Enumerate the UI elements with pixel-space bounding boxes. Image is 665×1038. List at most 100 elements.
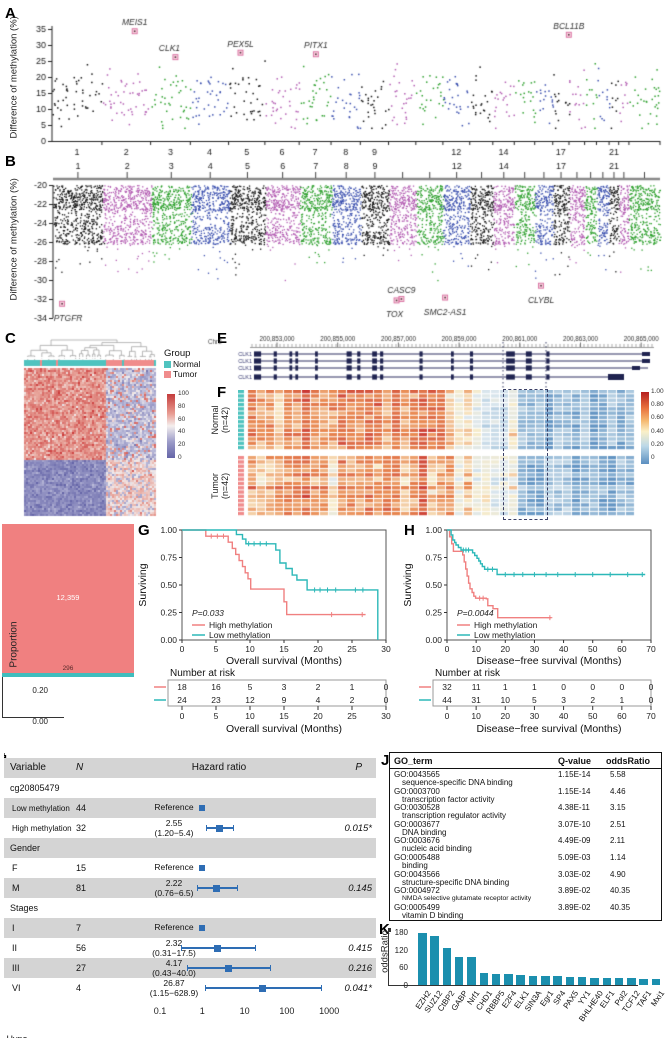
go-qvalue: 4.49E-09 xyxy=(558,836,591,846)
risk-count: 0 xyxy=(590,682,595,692)
go-oddsratio: 2.11 xyxy=(610,836,625,846)
panel-c-legend-item-tumor: Tumor xyxy=(164,369,210,379)
go-header-term: GO_term xyxy=(394,756,433,766)
forest-group-row: Gender xyxy=(4,838,376,858)
forest-header-hazard-ratio: Hazard ratio xyxy=(191,762,247,773)
risk-axis-tick-label: 50 xyxy=(588,711,598,721)
risk-axis-tick-label: 10 xyxy=(245,711,255,721)
risk-axis-tick-label: 0 xyxy=(445,711,450,721)
go-term-id: GO:0005499 xyxy=(394,902,440,912)
go-oddsratio: 3.15 xyxy=(610,803,626,813)
go-table-row: GO:0003677 3.07E-10 2.51 DNA binding xyxy=(390,819,661,837)
forest-row-n: 81 xyxy=(76,883,87,893)
risk-axis-tick-label: 60 xyxy=(617,711,627,721)
bar-ELK1 xyxy=(516,974,525,985)
bar-E2F4 xyxy=(504,974,513,985)
panel-h-label: H xyxy=(404,522,415,539)
panel-k-y-tick-label: 180 xyxy=(394,928,408,937)
risk-count: 1 xyxy=(532,682,537,692)
panel-f-colorbar-tick: 0.40 xyxy=(651,427,664,435)
forest-estimate-marker xyxy=(259,984,267,992)
bar-Nrf1 xyxy=(467,957,476,985)
forest-row-n: 15 xyxy=(76,863,87,873)
bar-Mxi1 xyxy=(651,978,661,985)
go-table-row: GO:0005499 3.89E-02 40.35 vitamin D binding xyxy=(390,902,661,920)
panel-f-colorbar-tick: 0.80 xyxy=(651,401,664,409)
km-legend-label: Low methylation xyxy=(209,630,271,640)
risk-axis-tick-label: 70 xyxy=(646,711,656,721)
panel-c-colorbar-tick: 80 xyxy=(178,402,186,410)
go-oddsratio: 5.58 xyxy=(610,770,626,779)
bar-RBBP5 xyxy=(491,973,501,985)
km-y-tick-label: 1.00 xyxy=(425,525,442,535)
go-table-header: GO_term Q-value oddsRatio xyxy=(390,753,661,769)
forest-row-label: VI xyxy=(12,983,21,993)
km-curve-low xyxy=(447,529,646,576)
go-qvalue: 5.09E-03 xyxy=(558,852,591,862)
panel-d-category-label: Hypo xyxy=(2,1034,32,1038)
km-legend-label: High methylation xyxy=(209,620,273,630)
panel-f-colorbar-tick: 0.20 xyxy=(651,440,664,448)
forest-group-row: cg20805479 xyxy=(4,778,376,798)
forest-row-p: 0.415 xyxy=(348,943,372,954)
km-y-tick-label: 0.00 xyxy=(160,635,177,645)
forest-estimate-marker xyxy=(199,925,206,931)
go-oddsratio: 40.35 xyxy=(610,902,631,912)
panel-f-normal-row-label: Normal (n=42) xyxy=(210,405,230,435)
forest-ci-cap xyxy=(197,885,199,891)
km-y-tick-label: 1.00 xyxy=(160,525,177,535)
panel-d-stacked-bar: Non-promoterPromoterP<2.2×10−161.000.800… xyxy=(2,524,134,1038)
risk-count: 1 xyxy=(619,695,624,705)
risk-axis-tick-label: 25 xyxy=(347,711,357,721)
go-table-row: GO:0030528 4.38E-11 3.15 transcription regu… xyxy=(390,802,661,820)
forest-ci-cap xyxy=(254,945,257,951)
bar-ELF1 xyxy=(602,977,612,985)
km-curve-low xyxy=(182,529,379,640)
go-qvalue: 3.89E-02 xyxy=(558,902,591,912)
km-y-tick-label: 0.75 xyxy=(425,553,442,563)
forest-row-label: High methylation xyxy=(12,824,72,833)
risk-axis-tick-label: 10 xyxy=(471,711,481,721)
forest-ci-cap xyxy=(233,825,235,831)
forest-axis-tick-label: 1 xyxy=(199,1006,205,1016)
km-curve-high xyxy=(447,529,552,619)
panel-f-highlight-box xyxy=(503,389,548,520)
risk-count: 0 xyxy=(649,682,654,692)
forest-ci-cap xyxy=(180,945,182,951)
panel-a-scatter-canvas xyxy=(28,12,662,162)
risk-axis-tick-label: 20 xyxy=(501,711,511,721)
risk-count: 0 xyxy=(649,695,654,705)
forest-row-hr-text: 26.87 (1.15−628.9) xyxy=(149,978,199,998)
forest-data-row: III 27 4.17 (0.43−40.0) 0.216 xyxy=(4,958,376,978)
stacked-bar-hypo: 12,359 296 xyxy=(2,524,134,1034)
risk-count: 5 xyxy=(248,682,253,692)
risk-axis-tick-label: 40 xyxy=(559,711,569,721)
forest-row-label: II xyxy=(12,943,18,953)
promoter-count: 296 xyxy=(62,665,74,672)
forest-row-hr-text: Reference xyxy=(154,922,194,932)
go-term-id: GO:0004972 xyxy=(394,886,440,896)
bar-SP4 xyxy=(553,976,562,985)
forest-row-label: Gender xyxy=(10,843,41,853)
risk-count: 4 xyxy=(316,695,321,705)
forest-ci-cap xyxy=(236,885,238,891)
panel-c-label: C xyxy=(5,330,16,347)
km-y-tick-label: 0.25 xyxy=(160,608,177,618)
risk-count: 0 xyxy=(384,695,389,705)
risk-axis-tick-label: 30 xyxy=(530,711,540,721)
forest-header-variable: Variable xyxy=(10,762,46,773)
normal-label: Normal xyxy=(173,359,201,369)
go-term-id: GO:0003700 xyxy=(394,786,440,796)
bar-Pol2 xyxy=(614,977,624,985)
panel-f-heatmap-canvas xyxy=(238,390,638,518)
forest-ci-cap xyxy=(270,965,272,971)
forest-row-label: Low methylation xyxy=(12,804,70,813)
panel-k-y-tickmark xyxy=(388,928,391,929)
go-term-id: GO:0003676 xyxy=(394,836,440,846)
forest-data-row: I 7 Reference xyxy=(4,918,376,938)
panel-f-label: F xyxy=(217,384,227,401)
forest-estimate-marker xyxy=(213,884,221,892)
km-y-tick-label: 0.50 xyxy=(160,580,177,590)
forest-header-p: P xyxy=(355,762,362,773)
go-term-description: sequence-specific DNA binding xyxy=(402,778,513,787)
